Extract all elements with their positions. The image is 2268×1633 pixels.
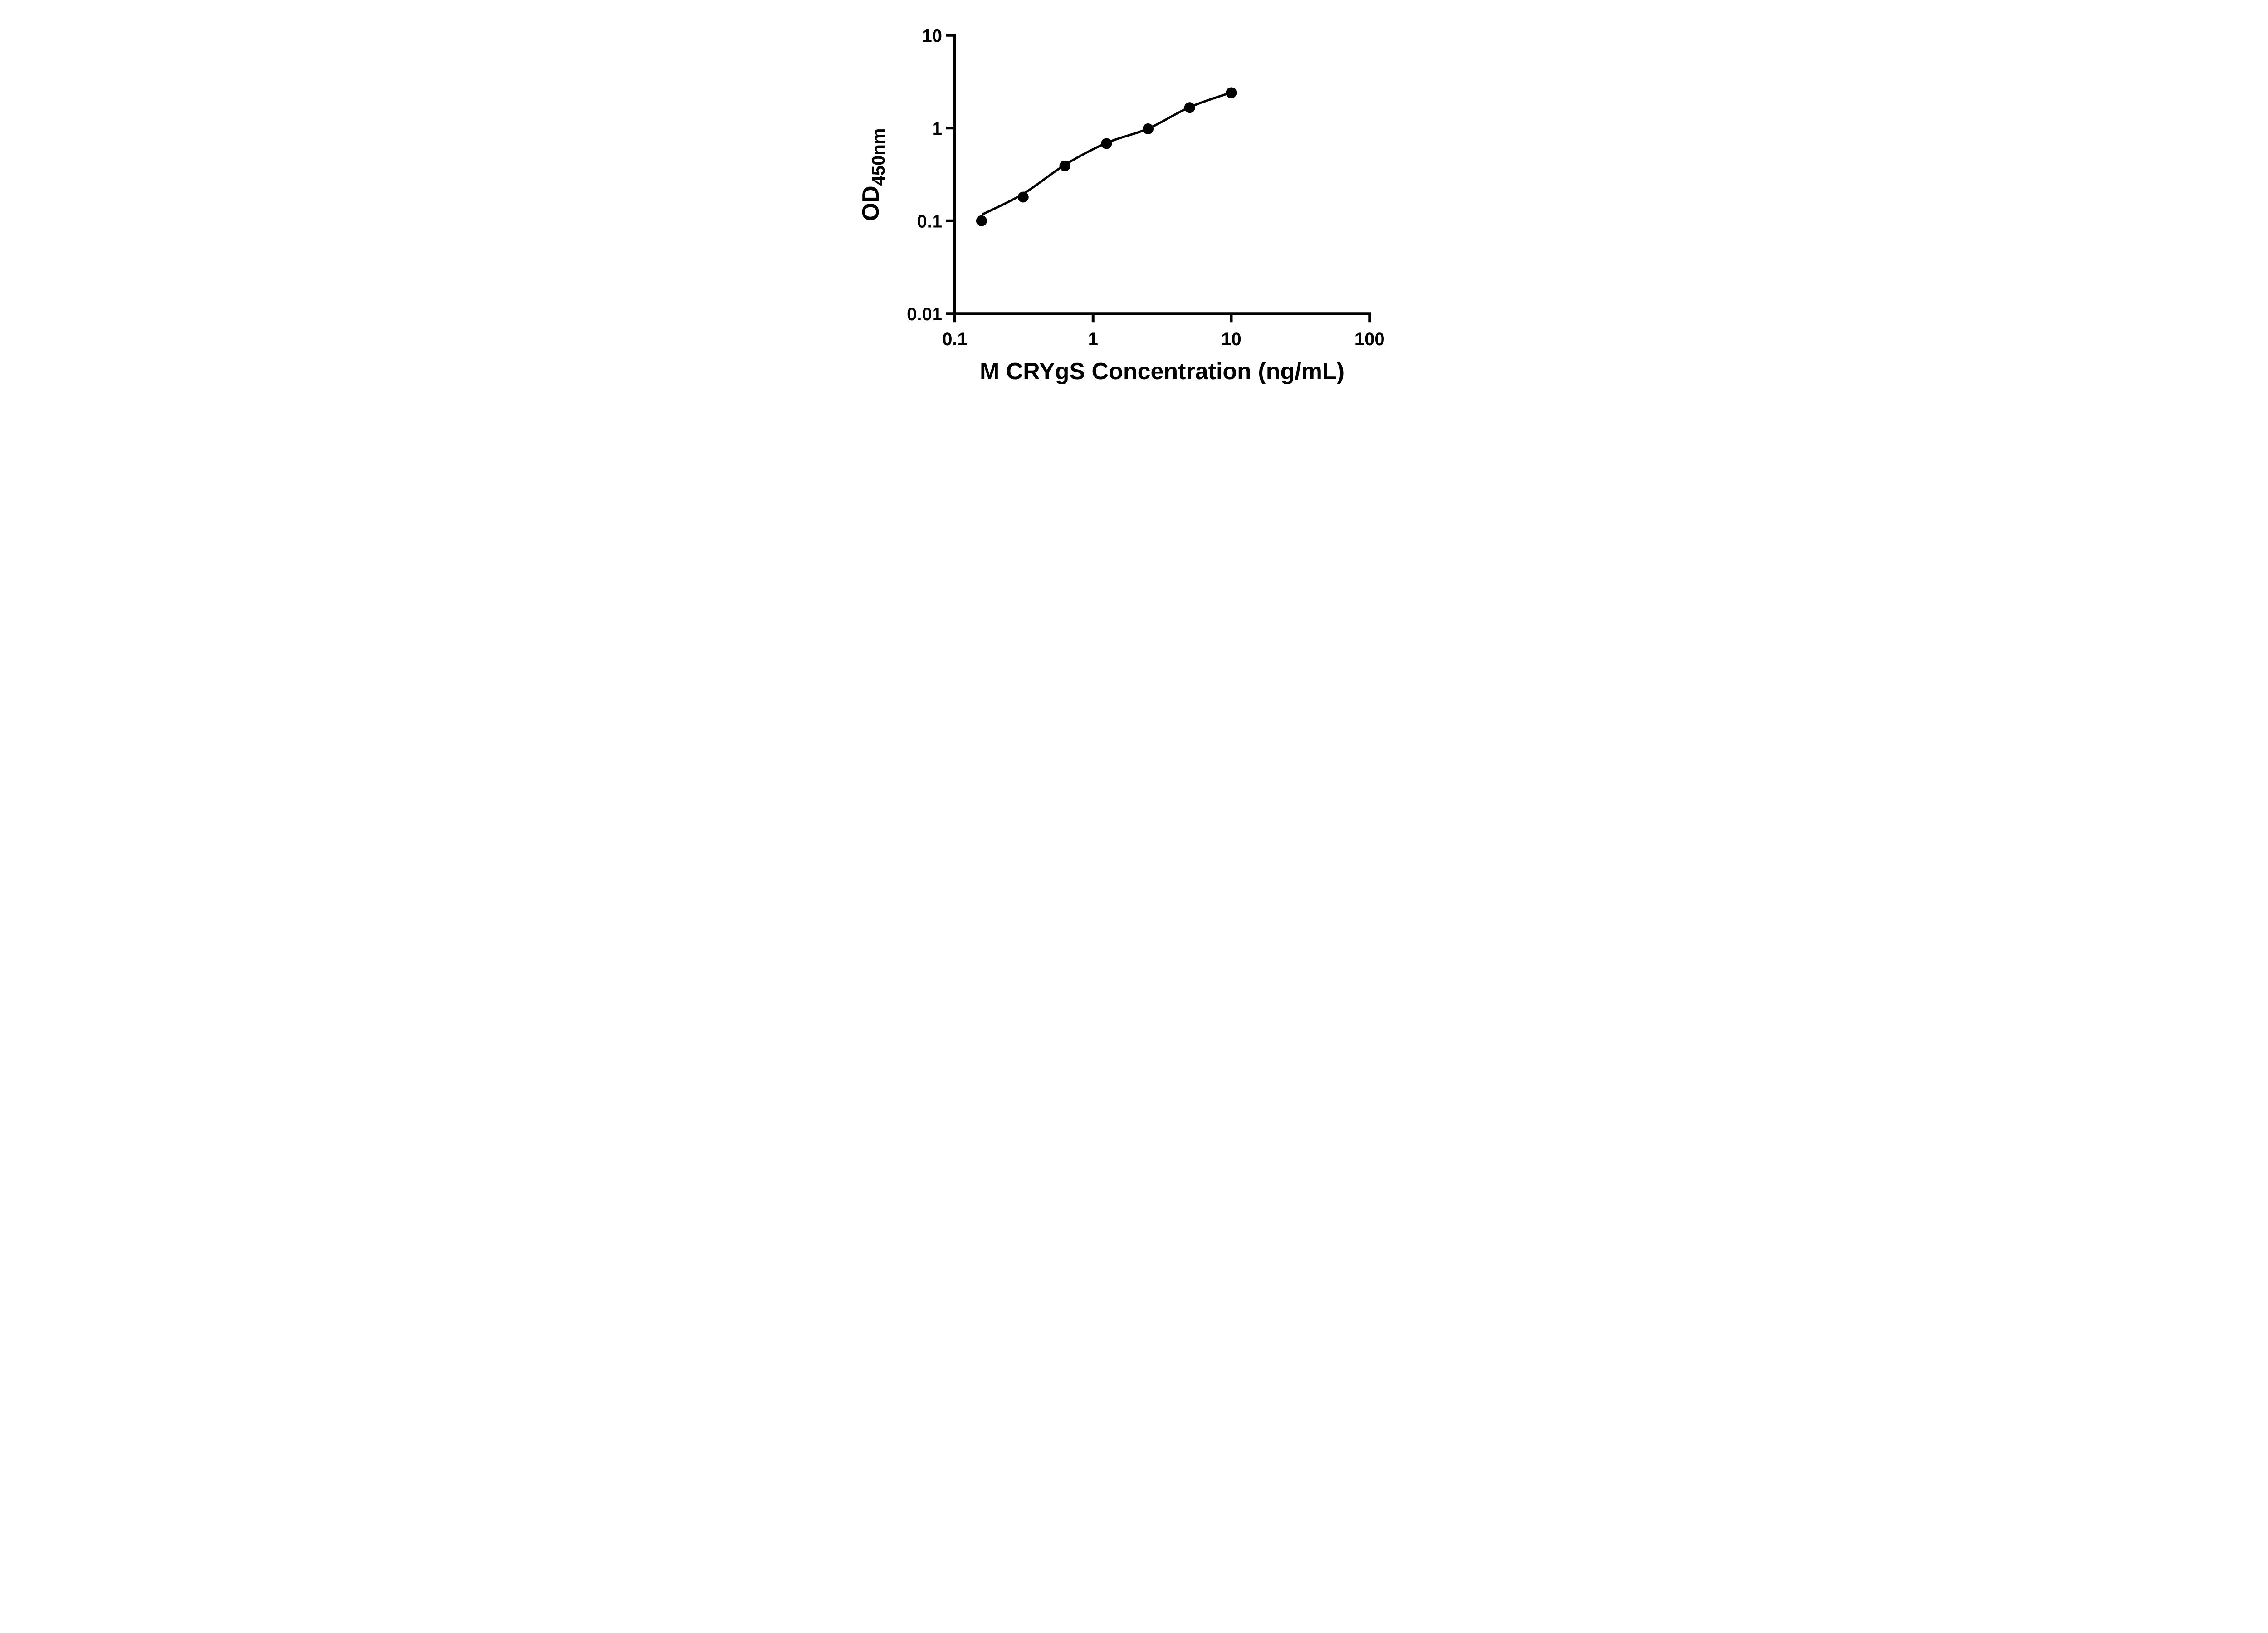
x-axis-title: M CRYgS Concentration (ng/mL)	[980, 358, 1344, 385]
x-axis-ticks: 0.1 1 10 100	[942, 313, 1385, 349]
y-tick-label: 0.1	[917, 211, 942, 231]
x-tick-label: 100	[1354, 329, 1385, 349]
axes	[953, 34, 1371, 315]
data-point	[1059, 160, 1070, 171]
y-tick-label: 1	[932, 119, 942, 139]
data-point	[1184, 102, 1195, 113]
y-axis-title-main: OD	[858, 186, 884, 221]
x-tick-label: 0.1	[942, 329, 968, 349]
data-point	[1101, 138, 1112, 149]
y-tick-label: 0.01	[907, 304, 942, 324]
data-point	[976, 215, 987, 226]
data-points	[976, 87, 1237, 226]
x-tick-label: 1	[1088, 329, 1098, 349]
x-tick-label: 10	[1221, 329, 1242, 349]
y-axis-title: OD450nm	[858, 128, 889, 221]
y-tick-label: 10	[922, 26, 943, 46]
elisa-standard-curve-figure: 0.1 1 10 100 10 1 0.1 0.01 M CRYgS Concentrati…	[842, 0, 1426, 408]
y-axis-title-sub: 450nm	[869, 128, 889, 186]
data-point	[1143, 123, 1154, 134]
data-point	[1226, 87, 1237, 98]
y-axis-ticks: 10 1 0.1 0.01	[907, 26, 955, 324]
data-point	[1017, 191, 1029, 203]
